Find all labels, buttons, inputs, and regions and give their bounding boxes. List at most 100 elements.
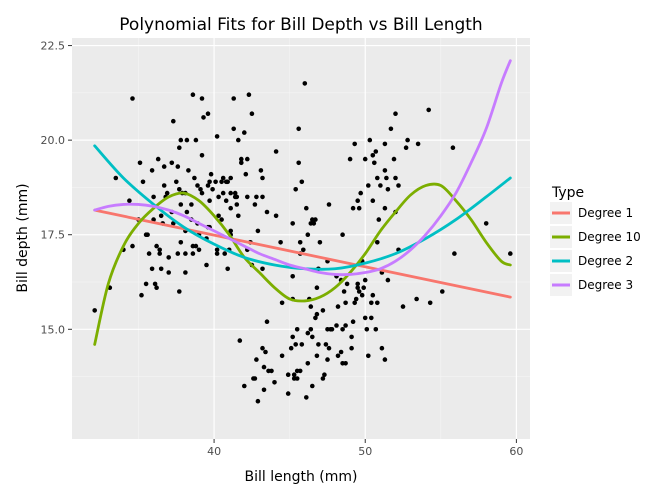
data-point: [254, 194, 259, 200]
data-point: [216, 213, 221, 219]
data-point: [193, 137, 199, 143]
data-point: [349, 334, 354, 340]
data-point: [261, 364, 267, 370]
data-point: [171, 118, 176, 124]
data-point: [236, 137, 241, 143]
data-point: [130, 96, 135, 101]
data-point: [199, 153, 205, 158]
data-point: [353, 296, 359, 302]
data-point: [225, 179, 230, 185]
y-tick-label: 22.5: [41, 40, 66, 53]
data-point: [255, 228, 261, 234]
data-point: [264, 319, 270, 325]
data-point: [278, 240, 283, 245]
data-point: [140, 179, 146, 185]
data-point: [234, 194, 240, 200]
legend: Type Degree 1 Degree 10 Degree 2 Degree 3: [550, 185, 641, 296]
data-point: [310, 334, 315, 340]
data-point: [304, 395, 309, 400]
data-point: [237, 338, 243, 343]
data-point: [414, 296, 419, 302]
data-point: [252, 376, 258, 381]
chart-title: Polynomial Fits for Bill Depth vs Bill L…: [119, 15, 482, 35]
data-point: [184, 209, 190, 215]
data-point: [311, 221, 317, 226]
data-point: [222, 251, 227, 256]
data-point: [127, 198, 132, 203]
fit-line-degree-10: [93, 182, 512, 346]
data-point: [139, 292, 144, 298]
data-point: [302, 81, 308, 86]
data-point: [166, 270, 171, 275]
data-point: [376, 217, 382, 222]
legend-label-degree-2: Degree 2: [578, 254, 633, 268]
data-point: [161, 183, 167, 188]
data-point: [186, 168, 191, 173]
data-point: [320, 308, 326, 313]
data-point: [290, 274, 296, 279]
y-tick-label: 17.5: [41, 229, 66, 242]
data-point: [269, 368, 274, 374]
data-point: [242, 383, 247, 389]
data-point: [249, 111, 255, 116]
data-point: [184, 137, 190, 143]
data-point: [450, 145, 456, 150]
data-point: [190, 251, 196, 256]
data-point: [290, 221, 296, 226]
data-point: [317, 240, 323, 245]
data-point: [291, 372, 297, 378]
y-axis: 15.0 17.5 20.0 22.5: [41, 40, 72, 336]
data-point: [313, 217, 318, 222]
legend-label-degree-1: Degree 1: [578, 206, 633, 220]
x-axis-title: Bill length (mm): [245, 469, 358, 485]
data-point: [220, 190, 226, 196]
data-point: [296, 160, 302, 166]
data-point: [316, 342, 321, 347]
data-point: [183, 270, 188, 275]
data-point: [388, 126, 394, 132]
data-point: [113, 175, 119, 181]
data-point: [352, 300, 358, 306]
data-point: [296, 126, 302, 132]
data-point: [243, 171, 249, 177]
data-point: [169, 160, 175, 166]
data-point: [145, 232, 150, 237]
data-point: [372, 160, 377, 166]
data-point: [189, 202, 194, 207]
data-point: [373, 149, 379, 154]
data-point: [252, 202, 258, 207]
data-point: [356, 205, 362, 211]
data-point: [508, 251, 513, 256]
data-point: [207, 179, 212, 185]
data-point: [174, 179, 179, 185]
data-point: [352, 141, 358, 147]
fit-line-degree-3: [93, 59, 512, 277]
data-point: [239, 156, 244, 162]
data-point: [146, 251, 152, 256]
data-point: [304, 205, 309, 211]
data-point: [367, 137, 373, 143]
data-point: [343, 361, 348, 366]
data-point: [301, 247, 306, 253]
data-point: [370, 198, 376, 203]
data-point: [364, 327, 370, 332]
data-point: [375, 240, 380, 245]
data-point: [228, 205, 233, 211]
data-point: [293, 187, 299, 192]
data-point: [452, 251, 457, 256]
x-tick-label: 40: [207, 445, 221, 458]
data-point: [427, 300, 433, 306]
data-point: [373, 327, 379, 332]
x-axis: 40 50 60: [207, 439, 523, 458]
grid-minor: [72, 38, 530, 439]
data-point: [223, 198, 229, 203]
data-point: [294, 327, 300, 332]
data-point: [391, 156, 397, 162]
data-point: [201, 115, 206, 120]
data-point: [288, 345, 294, 351]
data-point: [308, 304, 314, 309]
data-point: [285, 391, 291, 396]
data-point: [378, 183, 383, 188]
data-point: [400, 304, 406, 309]
data-point: [358, 190, 364, 196]
